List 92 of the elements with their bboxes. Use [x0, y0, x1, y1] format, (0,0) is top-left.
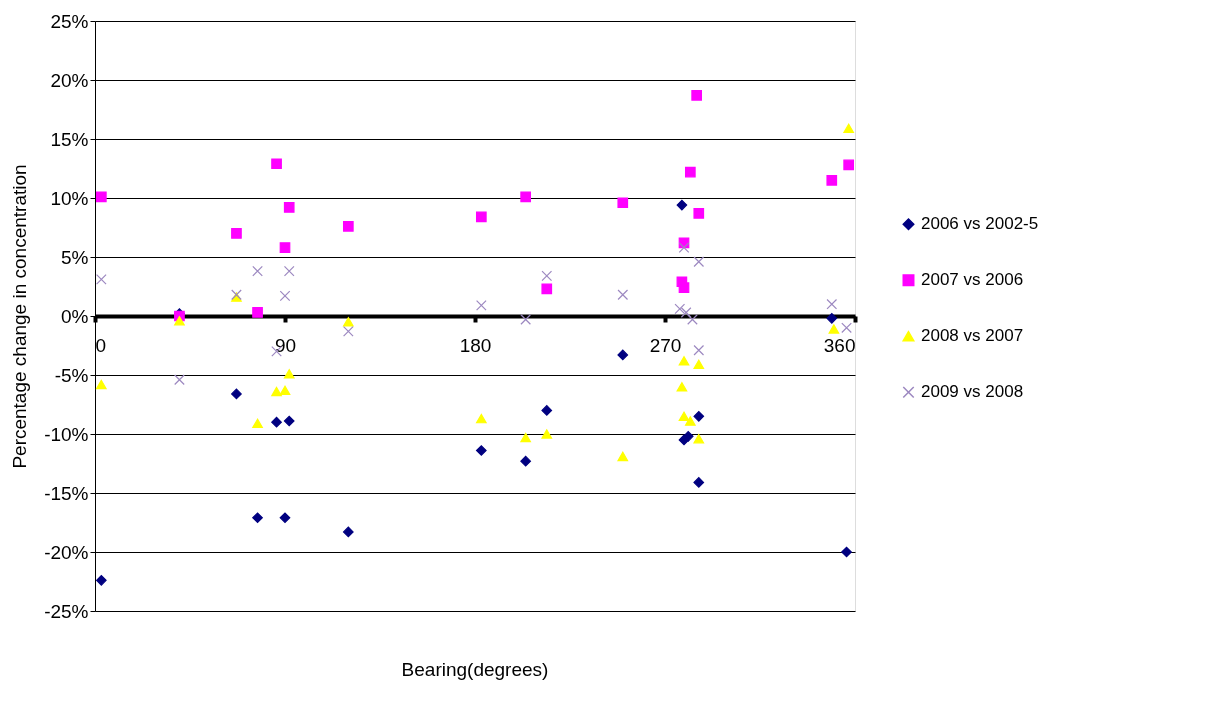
point: [826, 313, 838, 324]
point: [678, 282, 690, 294]
point: [541, 283, 553, 295]
point: [95, 191, 107, 203]
legend-label: 2006 vs 2002-5: [921, 214, 1039, 234]
point: [693, 434, 705, 444]
y-tick-label: 5%: [61, 246, 89, 268]
point: [674, 303, 686, 315]
point: [475, 300, 487, 311]
point: [475, 413, 487, 424]
point: [95, 274, 107, 285]
x-tick-label: 90: [274, 334, 297, 356]
point: [693, 477, 705, 488]
point: [95, 379, 107, 390]
point: [841, 322, 852, 334]
y-tick-label: 10%: [50, 187, 89, 209]
point: [252, 512, 263, 524]
point: [279, 512, 291, 524]
point: [826, 298, 838, 310]
point: [691, 90, 703, 101]
point: [283, 265, 295, 277]
point: [843, 123, 855, 134]
point: [828, 324, 840, 334]
y-axis-title: Percentage change in concentration: [9, 164, 31, 469]
point: [678, 356, 690, 366]
point: [231, 228, 242, 239]
point: [684, 166, 696, 178]
point: [678, 411, 690, 422]
y-tick-label: 20%: [50, 69, 89, 91]
point: [231, 388, 242, 400]
y-tick-label: -25%: [44, 600, 89, 622]
point: [520, 191, 532, 203]
legend-label: 2007 vs 2006: [921, 270, 1024, 290]
point: [342, 526, 354, 538]
y-tick-label: 15%: [50, 128, 89, 150]
point: [252, 418, 263, 429]
point: [342, 220, 354, 232]
point: [95, 574, 107, 586]
x-tick-label: 180: [459, 334, 492, 356]
y-tick-label: -15%: [44, 482, 89, 504]
point: [283, 415, 295, 427]
point: [271, 386, 282, 397]
point: [541, 270, 553, 282]
point: [279, 385, 291, 396]
point: [684, 416, 696, 426]
point: [617, 197, 629, 209]
y-tick-label: 0%: [61, 305, 89, 327]
point: [676, 382, 688, 392]
legend-label: 2008 vs 2007: [921, 326, 1024, 346]
point: [174, 374, 185, 386]
x-tick-label: 0: [95, 334, 107, 356]
point: [541, 405, 553, 416]
point: [475, 211, 487, 223]
x-tick-label: 360: [823, 334, 856, 356]
point: [520, 432, 532, 443]
point: [252, 265, 263, 277]
y-tick-label: -5%: [54, 364, 89, 386]
point: [693, 410, 705, 422]
y-tick-label: 25%: [50, 10, 89, 32]
point: [342, 326, 354, 337]
x-tick-label: 270: [649, 334, 682, 356]
y-tick-label: -10%: [44, 423, 89, 445]
point: [541, 429, 553, 439]
point: [283, 369, 295, 379]
point: [678, 242, 690, 253]
point: [475, 445, 487, 456]
point: [693, 359, 705, 370]
point: [693, 208, 705, 219]
point: [174, 316, 185, 326]
point: [676, 199, 688, 211]
point: [841, 546, 852, 558]
point: [279, 290, 291, 302]
legend-label: 2009 vs 2008: [921, 382, 1024, 402]
point: [826, 174, 838, 186]
point: [252, 307, 263, 318]
x-axis-title: Bearing(degrees): [401, 659, 549, 680]
point: [283, 202, 295, 213]
point: [687, 314, 698, 325]
point: [617, 289, 629, 301]
point: [617, 451, 629, 462]
point: [693, 256, 705, 268]
point: [271, 158, 282, 170]
y-tick-label: -20%: [44, 541, 89, 563]
point: [279, 242, 291, 253]
point: [843, 159, 855, 171]
point: [520, 314, 532, 325]
point: [617, 349, 629, 361]
point: [520, 455, 532, 467]
point: [680, 307, 692, 318]
point: [342, 317, 354, 327]
point: [271, 416, 282, 428]
point: [693, 344, 705, 356]
